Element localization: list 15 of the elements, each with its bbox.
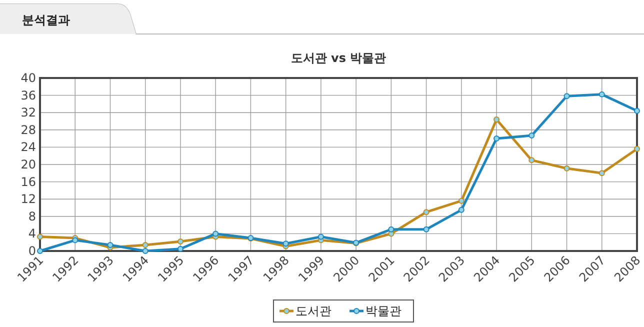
y-tick-label: 8 [28,209,36,224]
legend-label: 도서관 [296,304,332,318]
y-tick-label: 20 [20,158,36,172]
chart-title: 도서관 vs 박물관 [290,51,386,65]
y-tick-label: 32 [20,106,36,120]
text: 분석결과 [22,13,70,27]
y-tick-label: 28 [20,122,36,137]
y-tick-label: 0 [28,244,36,258]
legend-label: 박물관 [366,304,402,318]
y-tick-label: 16 [20,174,36,189]
y-tick-label: 4 [28,226,36,241]
y-tick-label: 40 [20,71,36,85]
y-tick-label: 12 [20,192,36,206]
y-tick-label: 24 [20,140,36,154]
y-tick-label: 36 [20,88,36,102]
